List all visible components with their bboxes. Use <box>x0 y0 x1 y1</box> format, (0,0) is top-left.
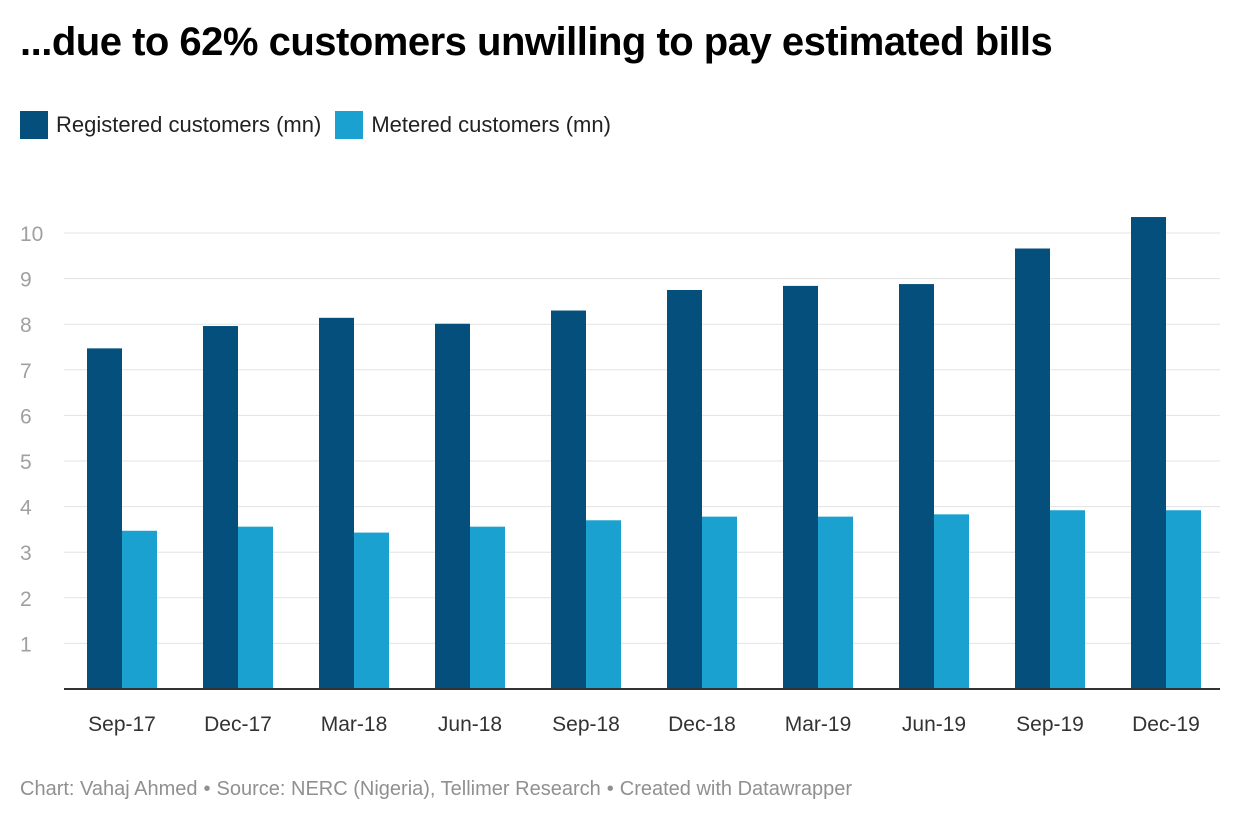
bar-registered <box>899 284 934 689</box>
chart-title: ...due to 62% customers unwilling to pay… <box>20 20 1053 64</box>
bar-registered <box>551 310 586 689</box>
bar-metered <box>1166 510 1201 689</box>
x-tick-label: Dec-17 <box>204 713 272 736</box>
bar-metered <box>1050 510 1085 689</box>
x-tick-label: Sep-18 <box>552 713 620 736</box>
x-tick-label: Mar-19 <box>785 713 852 736</box>
y-tick-label: 8 <box>20 314 32 337</box>
y-tick-label: 6 <box>20 405 32 428</box>
bar-registered <box>203 326 238 689</box>
x-tick-label: Jun-18 <box>438 713 502 736</box>
legend-item-metered: Metered customers (mn) <box>335 111 611 139</box>
bar-registered <box>667 290 702 689</box>
bar-registered <box>87 348 122 689</box>
y-tick-label: 7 <box>20 360 32 383</box>
legend-label-metered: Metered customers (mn) <box>371 112 611 137</box>
x-tick-label: Mar-18 <box>321 713 388 736</box>
bar-metered <box>122 530 157 689</box>
bar-metered <box>586 520 621 689</box>
footer-created-with: Created with Datawrapper <box>619 778 853 800</box>
bar-metered <box>354 532 389 689</box>
bar-chart: 1 2 3 4 5 6 7 8 9 10 Sep-17 Dec-17 Mar-18 Jun-18 Sep-1… <box>20 217 1220 736</box>
y-tick-label: 5 <box>20 451 32 474</box>
footer-chart-by: Chart: Vahaj Ahmed <box>20 778 198 800</box>
x-tick-label: Dec-19 <box>1132 713 1200 736</box>
bar-registered <box>783 285 818 689</box>
bar-registered <box>319 317 354 689</box>
x-tick-label: Sep-19 <box>1016 713 1084 736</box>
bar-metered <box>238 526 273 689</box>
legend: Registered customers (mn) Metered custom… <box>20 111 625 139</box>
legend-swatch-registered <box>20 111 48 139</box>
y-tick-label: 10 <box>20 223 43 246</box>
bar-metered <box>702 516 737 689</box>
bar-registered <box>1015 248 1050 689</box>
y-tick-label: 4 <box>20 497 32 520</box>
footer-separator: • <box>606 778 614 800</box>
bar-metered <box>818 516 853 689</box>
legend-item-registered: Registered customers (mn) <box>20 111 321 139</box>
bar-metered <box>470 526 505 689</box>
y-tick-label: 9 <box>20 269 32 292</box>
x-tick-label: Dec-18 <box>668 713 736 736</box>
footer-source: Source: NERC (Nigeria), Tellimer Researc… <box>216 778 601 800</box>
y-tick-label: 3 <box>20 542 32 565</box>
y-tick-label: 2 <box>20 588 32 611</box>
bar-registered <box>1131 217 1166 690</box>
x-tick-label: Jun-19 <box>902 713 966 736</box>
footer: Chart: Vahaj Ahmed • Source: NERC (Nigeria… <box>20 778 852 801</box>
bar-metered <box>934 514 969 689</box>
legend-swatch-metered <box>335 111 364 139</box>
bar-registered <box>435 323 470 689</box>
y-tick-label: 1 <box>20 633 32 656</box>
x-tick-label: Sep-17 <box>88 713 156 736</box>
legend-label-registered: Registered customers (mn) <box>56 112 322 137</box>
footer-separator: • <box>203 778 211 800</box>
